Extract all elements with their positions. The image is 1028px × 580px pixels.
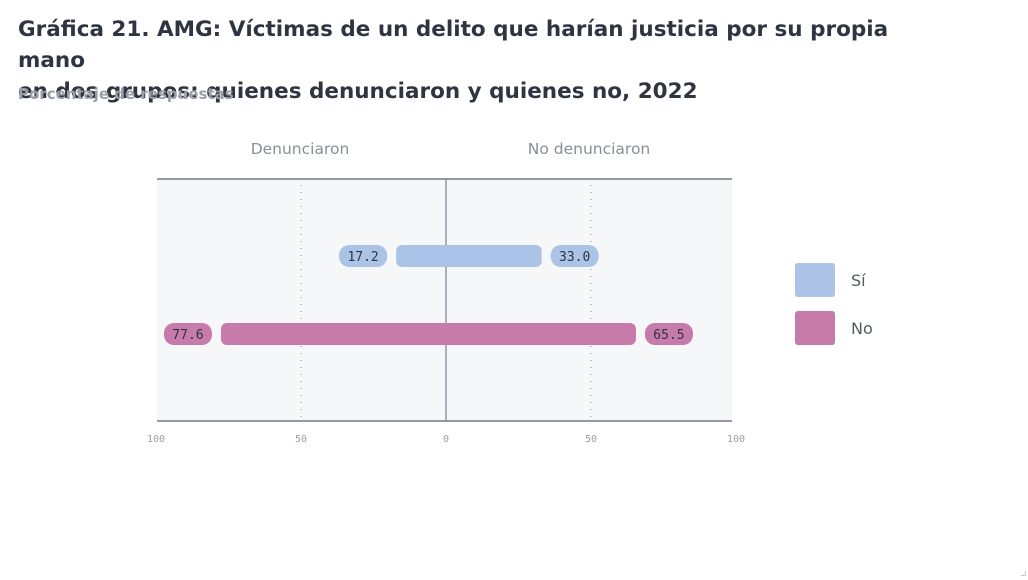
legend-swatch-no [795, 311, 835, 345]
plot-background [157, 179, 732, 421]
chart-title: Gráfica 21. AMG: Víctimas de un delito q… [18, 14, 918, 107]
chart-subtitle: Porcentaje de respuestas [18, 85, 234, 103]
resize-handle-icon [1021, 571, 1026, 576]
data-label-sí-no-denunciaron: 33.0 [559, 250, 590, 265]
panel-label-no-denunciaron: No denunciaron [528, 140, 651, 158]
x-tick-label: 100 [727, 434, 745, 445]
legend-item-si[interactable]: Sí [795, 262, 873, 298]
x-tick-label: 100 [147, 434, 165, 445]
data-label-bg [163, 323, 212, 345]
x-tick-label: 50 [585, 434, 597, 445]
x-tick-label: 0 [443, 434, 449, 445]
data-label-no-no-denunciaron: 65.5 [653, 328, 684, 343]
legend-label-no: No [851, 318, 873, 338]
x-tick-label: 50 [295, 434, 307, 445]
bar-sí [396, 245, 542, 267]
data-label-bg [644, 323, 693, 345]
chart-title-line-1: Gráfica 21. AMG: Víctimas de un delito q… [18, 17, 889, 73]
legend-label-si: Sí [851, 270, 866, 290]
data-label-sí-denunciaron: 17.2 [347, 250, 378, 265]
data-label-no-denunciaron: 77.6 [172, 328, 203, 343]
data-label-bg [339, 245, 388, 267]
legend-item-no[interactable]: No [795, 310, 873, 346]
chart-title-line-2: en dos grupos: quienes denunciaron y qui… [18, 79, 698, 104]
legend-swatch-si [795, 263, 835, 297]
panel-label-denunciaron: Denunciaron [251, 140, 350, 158]
bar-no [220, 323, 636, 345]
legend: Sí No [795, 262, 873, 358]
data-label-bg [550, 245, 599, 267]
